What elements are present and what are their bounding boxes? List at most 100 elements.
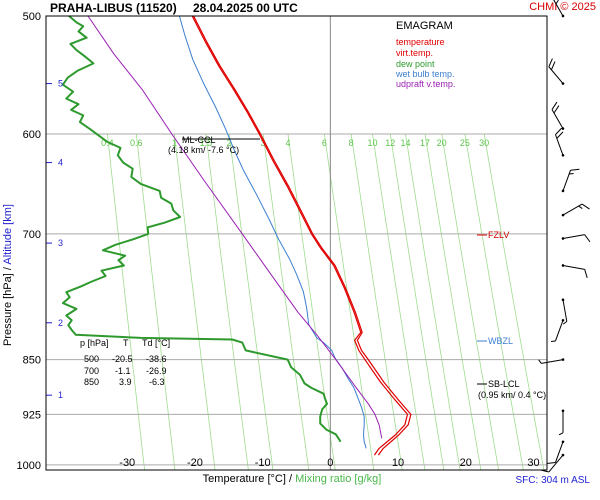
mixing-ratio-label: 30: [479, 138, 489, 148]
x-tick-label: 0: [327, 457, 333, 469]
table-cell: -20.5: [112, 354, 133, 364]
mixing-ratio-label: 25: [460, 138, 470, 148]
wind-barb: [561, 203, 590, 217]
wind-barb: [561, 264, 588, 279]
mixing-ratio-label: 12: [385, 138, 395, 148]
wind-barb: [561, 168, 580, 193]
wind-barb: [561, 298, 568, 325]
mixing-ratio-label: 1.5: [200, 138, 213, 148]
x-tick-label: 20: [460, 457, 472, 469]
series-virt-temp: [193, 15, 412, 456]
table-cell: -26.9: [146, 366, 167, 376]
table-cell: 700: [84, 366, 99, 376]
mixing-ratio-line: [424, 134, 482, 471]
y-tick-label: 600: [23, 129, 41, 141]
mixing-ratio-label: 20: [437, 138, 447, 148]
legend: EMAGRAM temperature virt.temp. dew point…: [395, 20, 455, 89]
mixing-ratio-line: [287, 134, 336, 471]
y-tick-label: 500: [23, 11, 41, 23]
table-cell: 850: [84, 377, 99, 387]
x-axis-label-mixing: Mixing ratio [g/kg]: [295, 473, 381, 485]
y-tick-label: 850: [23, 355, 41, 367]
mixing-ratio-label: 6: [322, 138, 327, 148]
series-temperature: [191, 15, 409, 456]
sb-lcl-label: SB-LCL: [488, 379, 520, 389]
legend-virt-temp: virt.temp.: [396, 48, 433, 58]
wbzl-label: WBZL: [488, 336, 513, 346]
mixing-ratio-label: 17: [420, 138, 430, 148]
y-axis-title: Pressure [hPa] / Altitude [km]: [2, 204, 14, 346]
table-cell: 3.9: [119, 377, 132, 387]
legend-dew-point: dew point: [396, 59, 435, 69]
mixing-ratio-line: [350, 134, 403, 471]
wind-barb: [548, 58, 565, 85]
surface-elevation-label: SFC: 304 m ASL: [515, 475, 590, 486]
legend-temperature: temperature: [396, 37, 445, 47]
x-tick-label: -10: [255, 457, 271, 469]
table-header-p: p [hPa]: [80, 338, 109, 348]
x-tick-label: -20: [187, 457, 203, 469]
wind-barb: [550, 318, 565, 342]
table-cell: -6.3: [149, 377, 165, 387]
mixing-ratio-line: [262, 134, 310, 471]
mixing-ratio-label: 10: [367, 138, 377, 148]
mixing-ratio-line: [483, 134, 545, 471]
mixing-ratio-line: [389, 134, 445, 471]
wind-barb: [555, 127, 565, 157]
wind-barb: [538, 358, 565, 364]
legend-updraft: udpraft v.temp.: [396, 79, 455, 89]
wind-barbs: [538, 0, 591, 473]
legend-wet-bulb: wet bulb temp.: [395, 69, 455, 79]
y-axis-label: Pressure [hPa]: [2, 273, 14, 346]
sounding-series: [61, 15, 412, 456]
legend-title: EMAGRAM: [396, 20, 453, 32]
altitude-tick-label: 3: [58, 238, 63, 248]
table-cell: -38.6: [146, 354, 167, 364]
wind-barb: [551, 0, 565, 18]
mixing-ratio-line: [205, 134, 249, 471]
x-tick-label: -30: [119, 457, 135, 469]
annotations: ML-CCL (4.18 km/ -7.6 °C) FZLV WBZL SB-L…: [168, 135, 546, 400]
altitude-tick-label: 5: [58, 79, 63, 89]
table-header-td: Td [°C]: [142, 338, 170, 348]
wind-barb: [558, 409, 565, 436]
x-axis-label: Temperature [°C]: [203, 473, 286, 485]
mixing-ratio-line: [228, 134, 274, 471]
data-table: p [hPa] T Td [°C] 500 -20.5 -38.6 700 -1…: [80, 338, 170, 387]
copyright-label: CHMI © 2025: [529, 1, 596, 13]
mixing-ratio-line: [441, 134, 499, 471]
y-tick-label: 925: [23, 409, 41, 421]
chart-title-station: PRAHA-LIBUS (11520): [50, 1, 177, 15]
x-axis-separator: /: [289, 473, 293, 485]
mixing-ratio-label: 0.4: [101, 138, 114, 148]
y-axis-separator: /: [2, 266, 14, 270]
x-tick-label: 10: [392, 457, 404, 469]
mixing-ratio-lines: 0.4 0.6 1 1.5 2 3 4 6 8 10 12 14 17 20 25 30: [101, 134, 545, 471]
series-wet-bulb-temp: [178, 15, 367, 449]
wind-barb: [546, 440, 565, 464]
altitude-tick-label: 2: [58, 318, 63, 328]
mixing-ratio-line: [405, 134, 461, 471]
mixing-ratio-label: 8: [349, 138, 354, 148]
series-dew-point: [61, 15, 342, 443]
mixing-ratio-label: 4: [285, 138, 290, 148]
wind-barb: [551, 101, 565, 130]
chart-title-datetime: 28.04.2025 00 UTC: [193, 1, 298, 15]
ml-ccl-sub: (4.18 km/ -7.6 °C): [168, 145, 239, 155]
mixing-ratio-line: [107, 134, 145, 471]
y-tick-label: 700: [23, 229, 41, 241]
fzlv-label: FZLV: [488, 230, 509, 240]
series-udpraft-v-temp: [87, 15, 383, 439]
table-cell: -1.1: [115, 366, 131, 376]
mixing-ratio-line: [173, 134, 216, 471]
mixing-ratio-line: [135, 134, 176, 471]
plot-frame: [45, 15, 548, 471]
y-axis-label-altitude: Altitude [km]: [2, 204, 14, 265]
altitude-tick-label: 1: [58, 390, 63, 400]
altitude-tick-label: 4: [58, 158, 63, 168]
mixing-ratio-line: [372, 134, 426, 471]
table-cell: 500: [84, 354, 99, 364]
x-axis-title: Temperature [°C] / Mixing ratio [g/kg]: [203, 473, 382, 485]
